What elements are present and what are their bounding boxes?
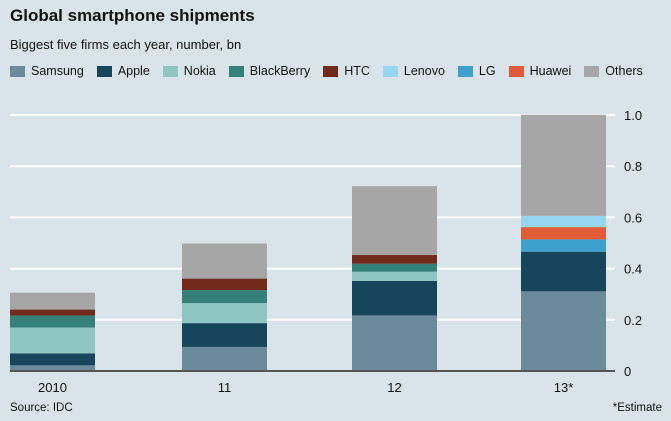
x-tick-label: 13* <box>554 380 574 395</box>
bar-segment-others <box>521 114 606 216</box>
y-tick-label: 0 <box>624 364 631 379</box>
legend-label: Samsung <box>31 64 84 78</box>
legend-item: Apple <box>96 64 150 78</box>
legend-item: Others <box>584 64 643 78</box>
legend: Samsung Apple Nokia BlackBerry HTC Lenovo LG Hu… <box>10 64 643 78</box>
legend-item: HTC <box>323 64 370 78</box>
bar-segment-nokia <box>352 271 437 281</box>
legend-label: Nokia <box>183 64 216 78</box>
legend-swatch <box>10 65 25 77</box>
bar-segment-huawei <box>521 227 606 240</box>
bar-segment-blackberry <box>182 290 267 304</box>
y-tick-label: 0.4 <box>624 262 642 277</box>
legend-swatch <box>96 65 112 77</box>
bar-segment-apple <box>352 280 437 316</box>
legend-item: Huawei <box>508 64 572 78</box>
bar-segment-lg <box>521 239 606 252</box>
bar-segment-samsung <box>10 365 95 371</box>
x-tick-label: 11 <box>218 380 232 395</box>
legend-label: Lenovo <box>403 64 445 78</box>
bar-segment-samsung <box>352 315 437 371</box>
legend-swatch <box>323 65 339 77</box>
y-tick-label: 0.2 <box>624 313 642 328</box>
legend-swatch <box>162 65 178 77</box>
legend-item: Lenovo <box>382 64 445 78</box>
y-tick-label: 1.0 <box>624 108 642 123</box>
bar-segment-blackberry <box>10 315 95 328</box>
legend-label: BlackBerry <box>249 64 311 78</box>
legend-item: Nokia <box>162 64 216 78</box>
bar-segment-samsung <box>182 346 267 371</box>
chart-title: Global smartphone shipments <box>10 6 255 25</box>
bar-segment-others <box>182 243 267 279</box>
legend-label: HTC <box>344 64 370 78</box>
legend-label: Apple <box>117 64 150 78</box>
chart-subtitle: Biggest five firms each year, number, bn <box>10 37 242 52</box>
bar-segment-others <box>10 292 95 310</box>
bar-segment-htc <box>352 255 437 264</box>
estimate-note: *Estimate <box>612 402 662 414</box>
legend-swatch <box>228 65 244 77</box>
bar-segment-blackberry <box>352 263 437 272</box>
bar-segment-lenovo <box>521 215 606 228</box>
legend-swatch <box>584 65 600 77</box>
bar-segment-apple <box>521 251 606 292</box>
bar-segment-apple <box>182 323 267 347</box>
bar-segment-nokia <box>182 303 267 324</box>
legend-item: Samsung <box>10 64 84 78</box>
legend-item: LG <box>457 64 496 78</box>
legend-label: LG <box>478 64 496 78</box>
legend-swatch <box>382 65 398 77</box>
x-tick-label: 2010 <box>38 380 67 395</box>
bar-segment-nokia <box>10 327 95 354</box>
legend-swatch <box>508 65 524 77</box>
bar-segment-htc <box>182 278 267 291</box>
bar-segment-others <box>352 186 437 256</box>
x-tick-label: 12 <box>387 380 401 395</box>
legend-item: BlackBerry <box>228 64 311 78</box>
source-note: Source: IDC <box>10 402 73 414</box>
legend-label: Others <box>605 64 643 78</box>
y-tick-label: 0.8 <box>624 159 642 174</box>
y-tick-label: 0.6 <box>624 210 642 225</box>
bar-segment-htc <box>10 309 95 316</box>
legend-swatch <box>457 65 473 77</box>
bar-segment-samsung <box>521 291 606 371</box>
bar-segment-apple <box>10 353 95 366</box>
legend-label: Huawei <box>529 64 572 78</box>
